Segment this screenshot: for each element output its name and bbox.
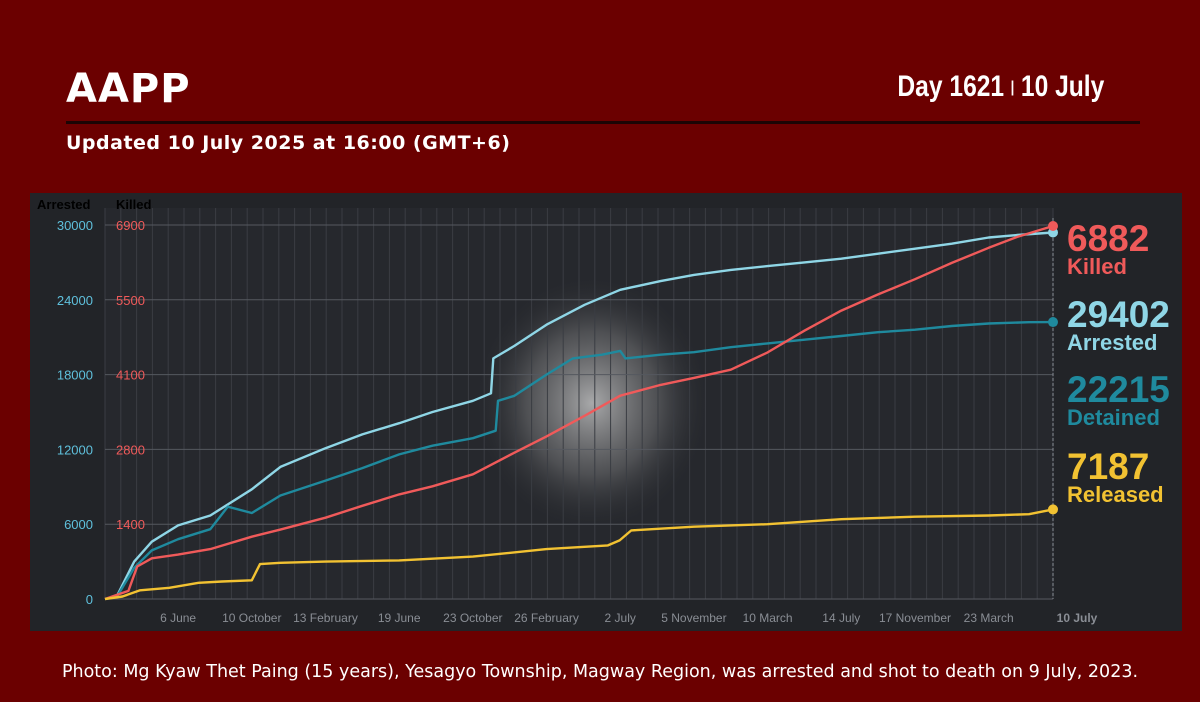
photo-caption: Photo: Mg Kyaw Thet Paing (15 years), Ye…: [61, 662, 1139, 682]
y-right-tick-label: 2800: [116, 442, 145, 457]
line-chart: 30000 24000 18000 12000 6000 0 6900 5500 4100 280…: [37, 197, 1170, 625]
day-label: Day 1621: [897, 70, 1004, 103]
chart-panel: 30000 24000 18000 12000 6000 0 6900 5500 4100 280…: [30, 193, 1182, 631]
photo-overlay: [472, 273, 712, 533]
y-left-tick-label: 30000: [57, 218, 93, 233]
grid: [104, 208, 1054, 600]
y-right-tick-label: 6900: [116, 218, 145, 233]
x-tick-label: 13 February: [293, 611, 358, 625]
series-line-detained: [104, 320, 1054, 601]
y-left-tick-label: 6000: [64, 517, 93, 532]
final-value-released: 7187: [1067, 446, 1149, 487]
y-left-tick-label: 0: [86, 592, 93, 607]
final-label-killed: Killed: [1067, 254, 1127, 279]
y-left-axis-label: Arrested: [37, 197, 91, 212]
series-line-killed: [104, 224, 1054, 601]
y-right-tick-label: 5500: [116, 293, 145, 308]
x-tick-label: 23 October: [443, 611, 502, 625]
x-tick-label: 14 July: [822, 611, 860, 625]
final-label-released: Released: [1067, 482, 1164, 507]
series-line-released: [104, 508, 1054, 601]
series-lines: [104, 224, 1054, 601]
date-label: 10 July: [1020, 70, 1104, 103]
final-value-killed: 6882: [1067, 218, 1149, 259]
x-tick-label: 19 June: [378, 611, 421, 625]
y-right-axis-label: Killed: [116, 197, 151, 212]
y-axis-ticks: 30000 24000 18000 12000 6000 0 6900 5500 4100 280…: [57, 218, 145, 607]
series-line-arrested: [104, 231, 1054, 601]
final-label-detained: Detained: [1067, 405, 1160, 430]
y-left-tick-label: 12000: [57, 442, 93, 457]
endpoint-detained: [1048, 317, 1058, 328]
series-endpoints: [1048, 220, 1058, 515]
endpoint-killed: [1048, 220, 1058, 231]
y-left-tick-label: 24000: [57, 293, 93, 308]
final-label-arrested: Arrested: [1067, 330, 1157, 355]
final-value-arrested: 29402: [1067, 294, 1170, 335]
day-separator: |: [1010, 79, 1015, 97]
endpoint-released: [1048, 504, 1058, 515]
day-counter: Day 1621 | 10 July: [897, 70, 1104, 104]
x-tick-label: 10 July: [1057, 611, 1098, 625]
x-tick-label: 10 October: [222, 611, 281, 625]
x-tick-label: 2 July: [605, 611, 636, 625]
x-tick-label: 10 March: [743, 611, 793, 625]
y-right-tick-label: 1400: [116, 517, 145, 532]
header-divider: [66, 121, 1140, 124]
x-tick-label: 23 March: [964, 611, 1014, 625]
updated-timestamp: Updated 10 July 2025 at 16:00 (GMT+6): [66, 132, 511, 154]
page-title: AAPP: [66, 66, 191, 112]
y-right-tick-label: 4100: [116, 368, 145, 383]
x-tick-label: 26 February: [514, 611, 579, 625]
x-axis-ticks: 6 June 10 October 13 February 19 June 23 Oct…: [160, 611, 1098, 625]
x-tick-label: 6 June: [160, 611, 196, 625]
x-tick-label: 17 November: [879, 611, 951, 625]
x-tick-label: 5 November: [661, 611, 726, 625]
y-left-tick-label: 18000: [57, 368, 93, 383]
final-value-detained: 22215: [1067, 369, 1170, 410]
